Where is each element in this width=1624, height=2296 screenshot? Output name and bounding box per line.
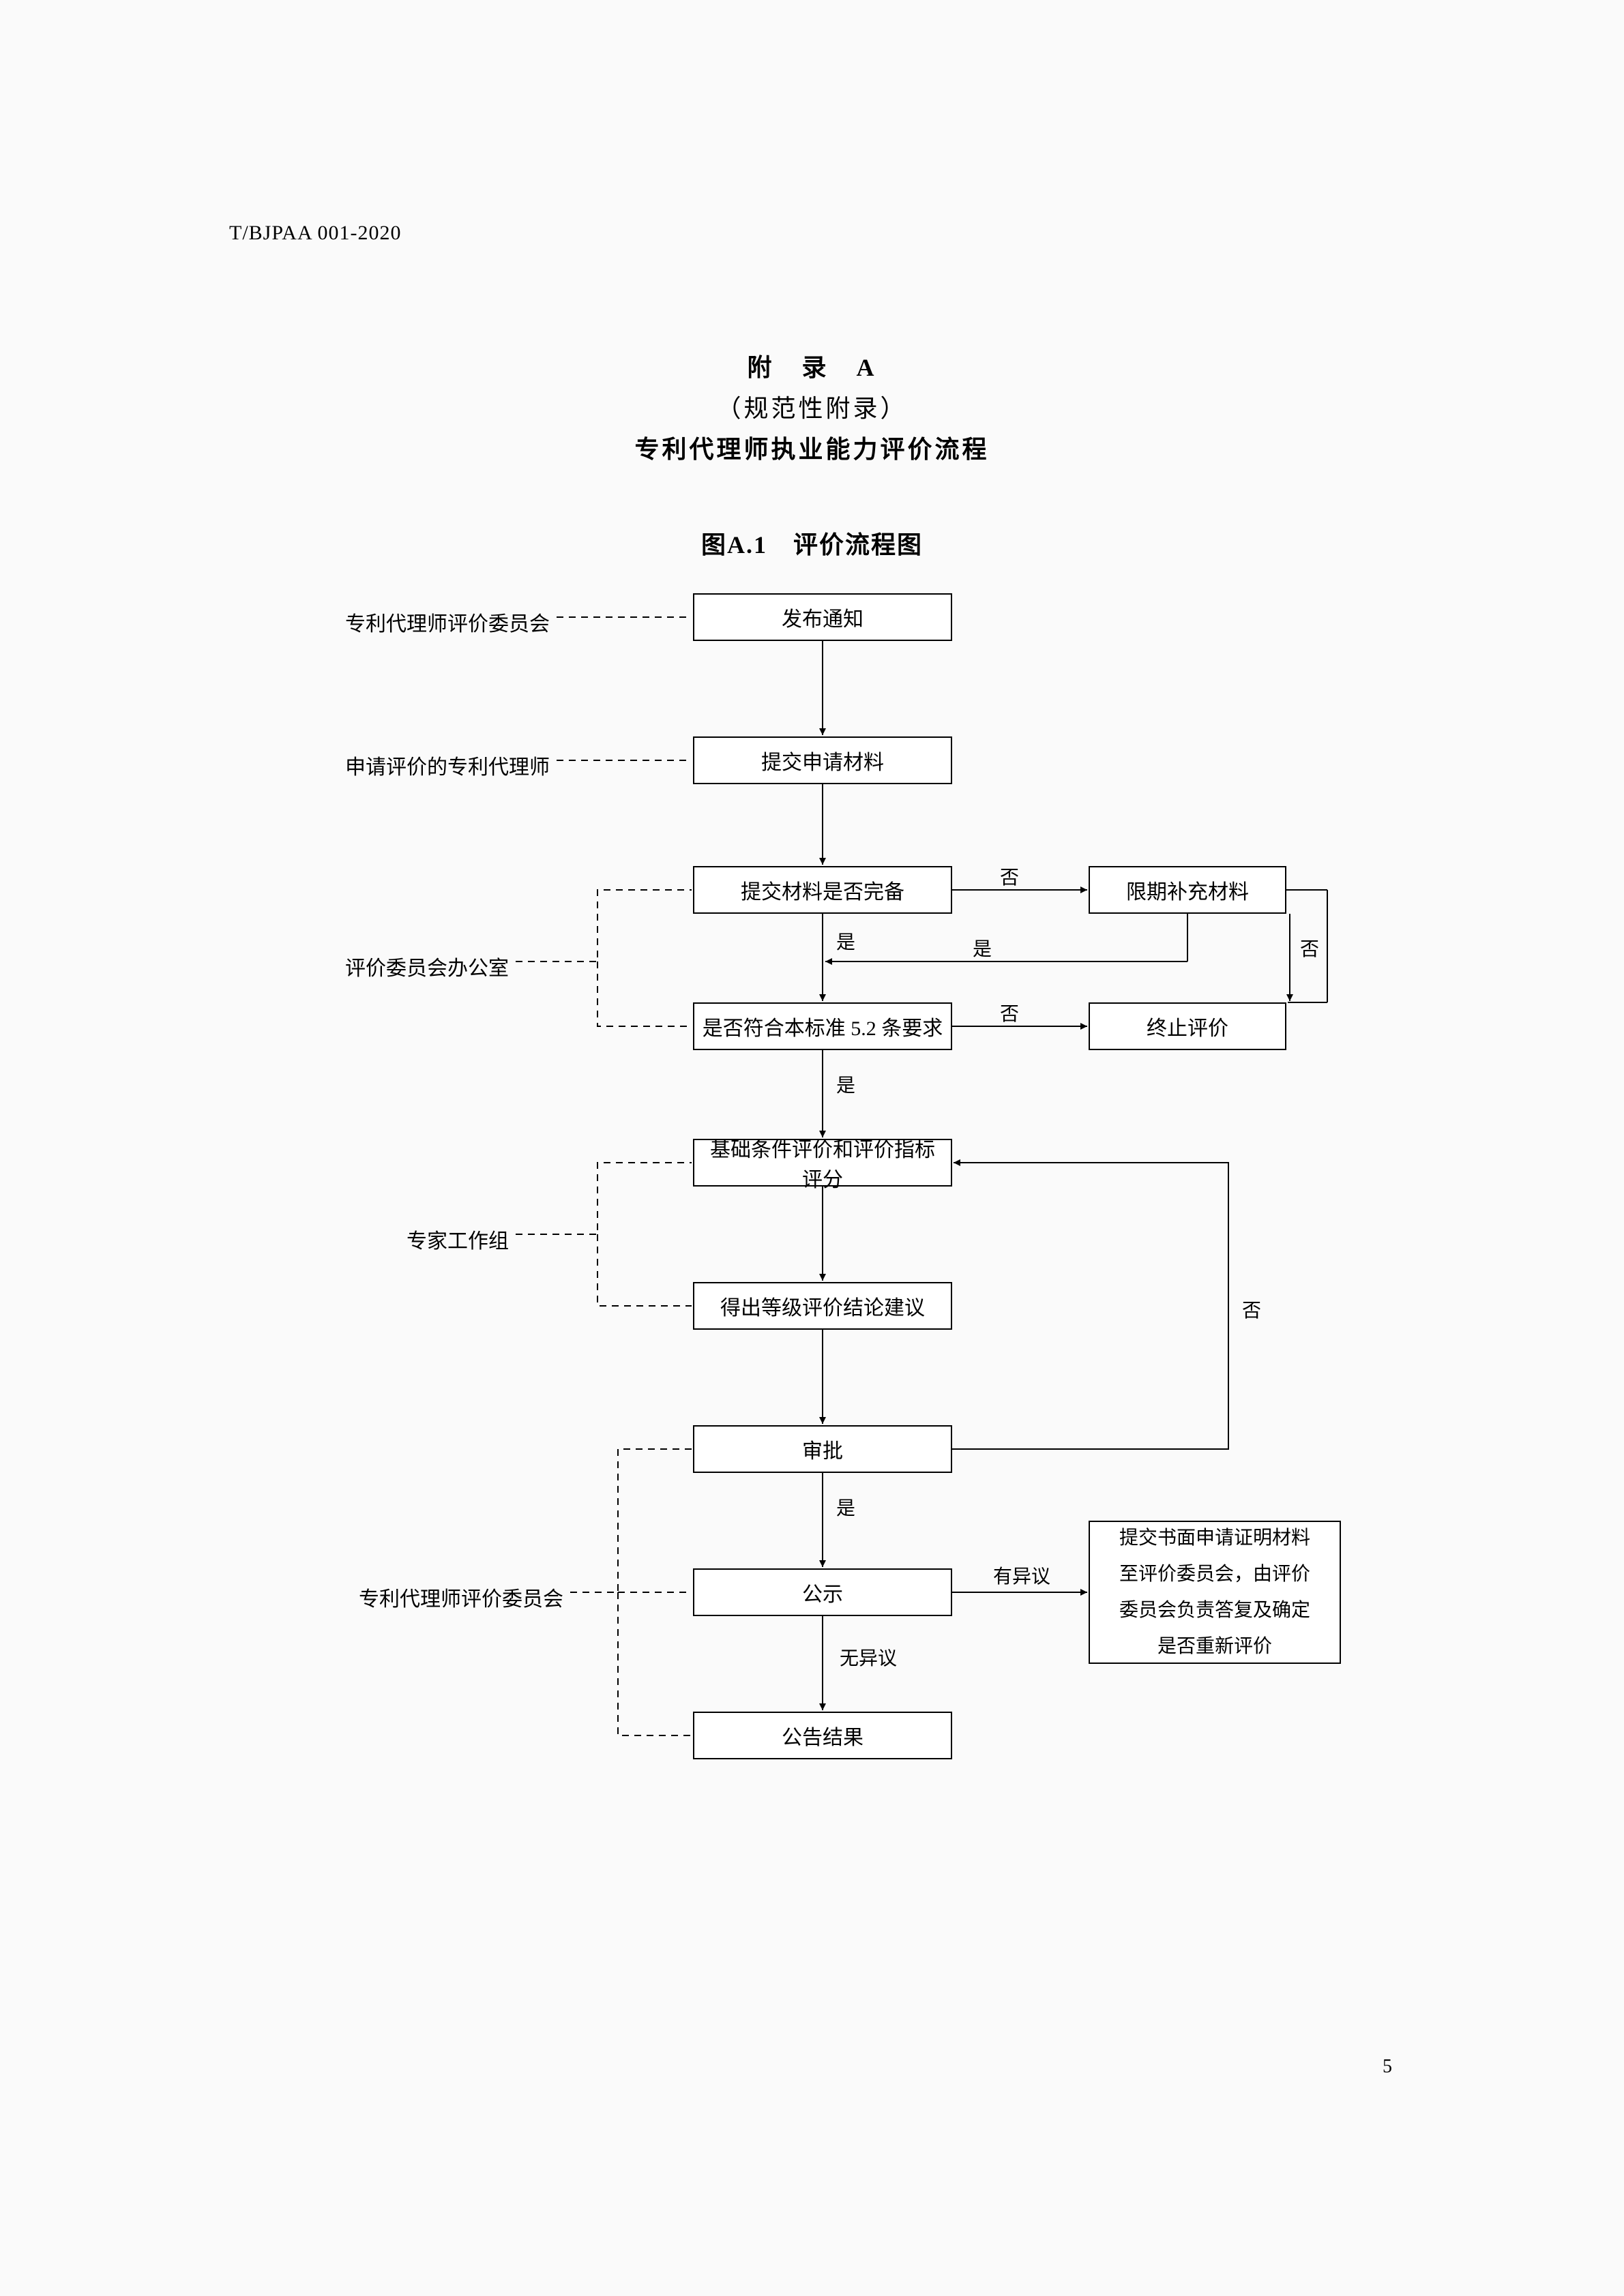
node-publish-notice: 发布通知 [693, 593, 952, 641]
actor-expert-group: 专家工作组 [331, 1224, 509, 1254]
appendix-subtitle-1: （规范性附录） [0, 389, 1624, 424]
label-objection: 有异议 [993, 1562, 1050, 1589]
actor-office: 评价委员会办公室 [297, 951, 509, 981]
figure-title: 图A.1 评价流程图 [0, 525, 1624, 561]
node-publicity: 公示 [693, 1568, 952, 1616]
page-number: 5 [1383, 2056, 1392, 2078]
label-no-4: 否 [1242, 1296, 1261, 1323]
node-objection-box: 提交书面申请证明材料 至评价委员会，由评价 委员会负责答复及确定 是否重新评价 [1089, 1521, 1341, 1664]
page-header: T/BJPAA 001-2020 [229, 222, 401, 245]
node-materials-complete: 提交材料是否完备 [693, 866, 952, 914]
actor-applicant: 申请评价的专利代理师 [297, 750, 550, 780]
node-meets-5-2: 是否符合本标准 5.2 条要求 [693, 1002, 952, 1050]
appendix-subtitle-2: 专利代理师执业能力评价流程 [0, 430, 1624, 465]
flowchart-container: 发布通知 提交申请材料 提交材料是否完备 限期补充材料 是否符合本标准 5.2 … [229, 593, 1389, 2025]
label-no-3: 否 [1000, 999, 1019, 1026]
node-terminate: 终止评价 [1089, 1002, 1286, 1050]
label-yes-4: 是 [836, 1493, 855, 1521]
appendix-label: 附 录 A [0, 348, 1624, 383]
node-objection-l4: 是否重新评价 [1157, 1628, 1272, 1665]
label-no-objection: 无异议 [840, 1643, 897, 1671]
node-supplement: 限期补充材料 [1089, 866, 1286, 914]
label-yes-3: 是 [836, 1071, 855, 1098]
label-no-2: 否 [1300, 934, 1319, 961]
node-approval: 审批 [693, 1425, 952, 1473]
node-conclusion: 得出等级评价结论建议 [693, 1282, 952, 1330]
node-submit-materials: 提交申请材料 [693, 736, 952, 784]
label-no-1: 否 [1000, 863, 1019, 890]
node-scoring: 基础条件评价和评价指标评分 [693, 1139, 952, 1187]
label-yes-1: 是 [836, 927, 855, 955]
node-objection-l1: 提交书面申请证明材料 [1119, 1520, 1310, 1556]
node-objection-l2: 至评价委员会，由评价 [1119, 1556, 1310, 1592]
node-announce: 公告结果 [693, 1712, 952, 1759]
label-yes-2: 是 [973, 934, 992, 961]
actor-committee-1: 专利代理师评价委员会 [297, 607, 550, 637]
node-objection-l3: 委员会负责答复及确定 [1119, 1592, 1310, 1628]
actor-committee-2: 专利代理师评价委员会 [311, 1582, 563, 1612]
